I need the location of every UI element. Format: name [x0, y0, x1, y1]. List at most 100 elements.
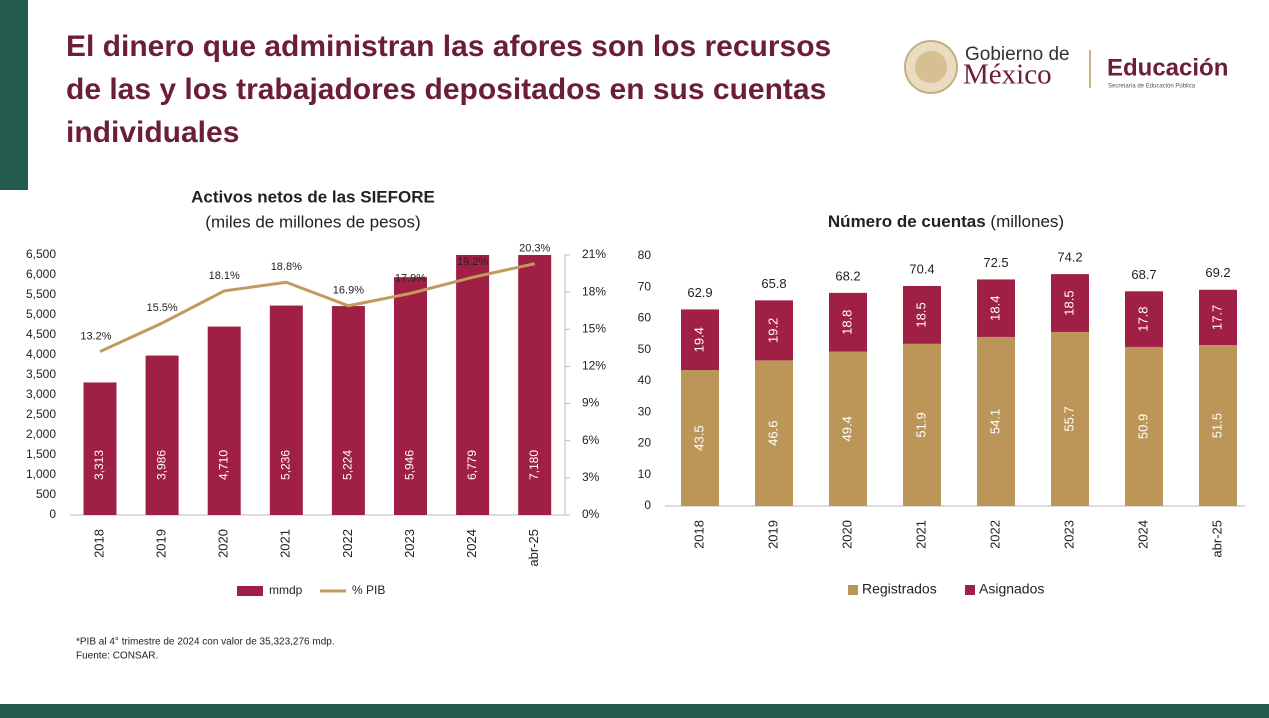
data-label: 51.9 [913, 412, 928, 437]
slide-title: El dinero que administran las afores son… [66, 30, 832, 149]
data-label: 6,779 [465, 450, 479, 480]
bar-segment [755, 360, 793, 506]
y2-tick-label: 9% [582, 396, 600, 410]
x-tick-label: abr-25 [1209, 520, 1224, 558]
bottom-band [0, 704, 1269, 718]
x-tick-label: 2021 [913, 520, 928, 549]
chart-title: Activos netos de las SIEFORE [191, 187, 435, 206]
bar-segment [1199, 345, 1237, 506]
logo-line2: México [963, 59, 1052, 91]
y2-tick-label: 3% [582, 470, 600, 484]
bar-segment [1125, 291, 1163, 347]
x-tick-label: 2019 [154, 529, 169, 558]
bar-segment [1051, 331, 1089, 506]
bar-segment [829, 292, 867, 352]
x-tick-label: abr-25 [526, 529, 541, 567]
x-tick-label: 2024 [464, 529, 479, 558]
y2-tick-label: 6% [582, 433, 600, 447]
x-tick-label: 2021 [278, 529, 293, 558]
line [99, 262, 536, 353]
y-tick-label: 5,500 [26, 287, 56, 301]
y-tick-label: 10 [638, 467, 652, 481]
x-tick-label: 2020 [216, 529, 231, 558]
y-tick-label: 50 [638, 342, 652, 356]
chart-title: Número de cuentas (millones) [828, 212, 1064, 231]
data-label: 5,236 [278, 450, 292, 480]
chart-title-main: Número de cuentas [828, 212, 986, 231]
bar-segment [755, 300, 793, 361]
bar-segment [1125, 346, 1163, 506]
data-label: 19.2% [457, 256, 488, 268]
data-label: 4,710 [216, 450, 230, 480]
y-tick-label: 80 [638, 248, 652, 262]
logo-dept-sub: Secretaría de Educación Pública [1108, 84, 1196, 90]
data-label: 18.5 [913, 302, 928, 327]
y2-tick-label: 15% [582, 321, 606, 335]
bar [456, 255, 490, 515]
bar-segment [829, 351, 867, 506]
footnote: *PIB al 4° trimestre de 2024 con valor d… [76, 637, 335, 648]
chart-subtitle: (millones) [990, 212, 1064, 231]
data-label: 55.7 [1061, 406, 1076, 431]
data-label: 18.5 [1061, 290, 1076, 315]
bar-segment [977, 279, 1015, 337]
y-tick-label: 1,500 [26, 447, 56, 461]
legend-label: Registrados [862, 581, 937, 597]
total-label: 69.2 [1205, 265, 1230, 280]
data-label: 18.4 [987, 296, 1002, 321]
bar [83, 382, 117, 515]
data-label: 5,224 [341, 450, 355, 480]
data-label: 18.1% [209, 270, 240, 282]
legend-swatch [848, 585, 858, 595]
total-label: 62.9 [687, 285, 712, 300]
bar [207, 326, 241, 515]
data-label: 18.8% [271, 261, 302, 273]
data-label: 5,946 [403, 450, 417, 480]
x-tick-label: 2018 [691, 520, 706, 549]
bar-segment [681, 309, 719, 371]
bar-segment [1199, 289, 1237, 346]
bar [518, 255, 552, 516]
total-label: 72.5 [983, 255, 1008, 270]
y-tick-label: 3,000 [26, 387, 56, 401]
y-tick-label: 6,500 [26, 247, 56, 261]
data-label: 51.5 [1209, 413, 1224, 438]
y-tick-label: 4,000 [26, 347, 56, 361]
x-tick-label: 2018 [91, 529, 106, 558]
bar-segment [1051, 274, 1089, 332]
corner-band [0, 0, 28, 190]
data-label: 13.2% [80, 330, 111, 342]
y-tick-label: 0 [49, 507, 56, 521]
y-tick-label: 5,000 [26, 307, 56, 321]
data-label: 15.5% [146, 302, 177, 314]
y-tick-label: 4,500 [26, 327, 56, 341]
legend-label: mmdp [269, 583, 303, 597]
legend-swatch [237, 586, 263, 596]
x-tick-label: 2020 [839, 520, 854, 549]
emblem-core [915, 51, 947, 83]
y-tick-label: 6,000 [26, 267, 56, 281]
bars [83, 255, 552, 516]
y-tick-label: 70 [638, 279, 652, 293]
total-label: 74.2 [1057, 250, 1082, 265]
legend-label: Asignados [979, 581, 1044, 597]
bar-segment [977, 336, 1015, 506]
total-label: 70.4 [909, 261, 934, 276]
y-tick-label: 2,500 [26, 407, 56, 421]
data-label: 19.4 [691, 327, 706, 352]
chart-subtitle: (miles de millones de pesos) [205, 212, 420, 231]
legend-label: % PIB [352, 583, 385, 597]
x-tick-label: 2023 [1061, 520, 1076, 549]
y-tick-label: 60 [638, 311, 652, 325]
y2-tick-label: 12% [582, 359, 606, 373]
data-label: 19.2 [765, 318, 780, 343]
y2-tick-label: 18% [582, 284, 606, 298]
bar [145, 355, 179, 515]
y-tick-label: 20 [638, 436, 652, 450]
data-label: 20.3% [519, 243, 550, 255]
bar-segment [681, 370, 719, 506]
y2-tick-label: 21% [582, 247, 606, 261]
footnote: Fuente: CONSAR. [76, 651, 158, 662]
data-label: 50.9 [1135, 414, 1150, 439]
x-tick-label: 2024 [1135, 520, 1150, 549]
